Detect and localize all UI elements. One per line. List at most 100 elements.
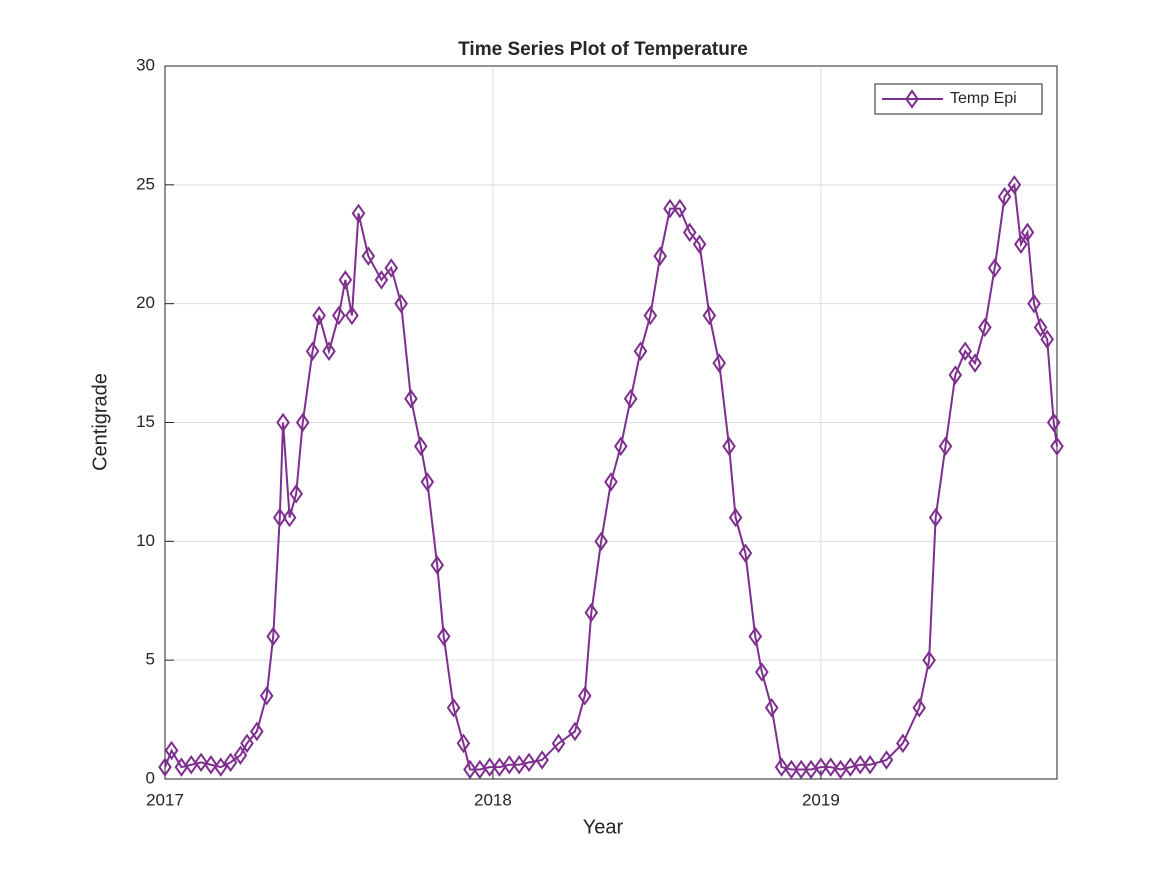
marker	[653, 246, 668, 266]
marker	[604, 472, 618, 492]
y-tick-label: 0	[146, 768, 155, 787]
marker	[463, 759, 477, 780]
marker	[1027, 293, 1041, 314]
y-tick-label: 5	[146, 650, 155, 669]
y-tick-label: 10	[136, 531, 155, 550]
marker	[276, 412, 290, 433]
marker	[958, 341, 972, 361]
marker	[413, 436, 428, 457]
marker	[814, 757, 828, 777]
marker	[351, 203, 366, 224]
marker	[446, 697, 461, 718]
marker	[948, 365, 963, 385]
marker	[912, 697, 927, 718]
y-tick-label: 25	[136, 174, 155, 193]
marker	[968, 353, 982, 373]
marker	[1033, 317, 1048, 338]
x-tick-label: 2019	[802, 790, 840, 809]
y-axis-label: Centigrade	[89, 373, 111, 471]
marker	[643, 305, 658, 326]
marker	[482, 757, 497, 777]
marker	[577, 686, 592, 706]
marker	[282, 507, 297, 528]
marker	[259, 686, 274, 706]
marker	[712, 353, 727, 373]
marker	[997, 186, 1012, 207]
marker	[702, 305, 717, 326]
marker	[233, 745, 248, 765]
marker	[305, 341, 320, 361]
marker	[535, 750, 549, 770]
marker	[345, 305, 359, 326]
marker	[394, 293, 408, 314]
marker	[430, 555, 445, 575]
marker	[361, 246, 376, 266]
marker	[728, 507, 743, 528]
marker	[938, 436, 953, 457]
marker	[1046, 412, 1061, 433]
marker	[295, 412, 310, 433]
marker	[784, 759, 799, 780]
marker	[456, 733, 471, 754]
y-tick-label: 15	[136, 412, 155, 431]
y-tick-label: 30	[136, 55, 155, 74]
marker	[823, 757, 838, 777]
marker	[922, 650, 936, 670]
marker	[266, 626, 281, 647]
marker	[331, 305, 346, 326]
marker	[1040, 329, 1054, 350]
marker	[755, 662, 769, 682]
marker	[1007, 175, 1022, 195]
marker	[272, 507, 287, 528]
marker	[289, 484, 303, 504]
marker	[194, 752, 208, 773]
marker	[663, 198, 677, 219]
marker	[738, 543, 753, 563]
marker	[682, 222, 697, 243]
marker	[522, 752, 536, 773]
marker	[928, 507, 943, 528]
legend-label: Temp Epi	[950, 90, 1017, 107]
x-tick-label: 2018	[474, 790, 512, 809]
marker	[502, 754, 517, 775]
marker	[987, 258, 1002, 278]
marker	[879, 750, 894, 770]
marker	[722, 436, 736, 457]
marker	[853, 754, 868, 775]
marker	[204, 754, 218, 775]
marker	[794, 759, 809, 780]
marker	[633, 341, 648, 361]
marker	[312, 305, 326, 326]
marker	[764, 697, 779, 718]
marker	[673, 198, 687, 219]
marker	[384, 258, 399, 278]
marker	[614, 436, 628, 457]
marker	[338, 270, 353, 290]
marker	[1020, 222, 1035, 243]
marker	[240, 733, 254, 754]
x-axis-label: Year	[583, 816, 624, 838]
series-line	[164, 182, 1058, 771]
marker	[896, 733, 910, 754]
legend-marker	[905, 89, 919, 109]
marker	[692, 234, 707, 254]
plot-frame	[164, 65, 1058, 780]
y-tick-label: 20	[136, 293, 155, 312]
marker	[322, 341, 336, 361]
x-tick-label: 2017	[146, 790, 184, 809]
marker	[213, 757, 228, 777]
marker	[404, 388, 418, 409]
marker	[436, 626, 451, 647]
marker	[1050, 436, 1064, 457]
marker	[374, 270, 389, 290]
chart-title: Time Series Plot of Temperature	[458, 39, 748, 60]
marker	[223, 752, 238, 773]
marker	[978, 317, 992, 338]
marker	[623, 388, 638, 409]
marker	[863, 754, 877, 775]
marker	[250, 721, 264, 742]
marker	[774, 757, 789, 777]
marker	[568, 721, 582, 742]
